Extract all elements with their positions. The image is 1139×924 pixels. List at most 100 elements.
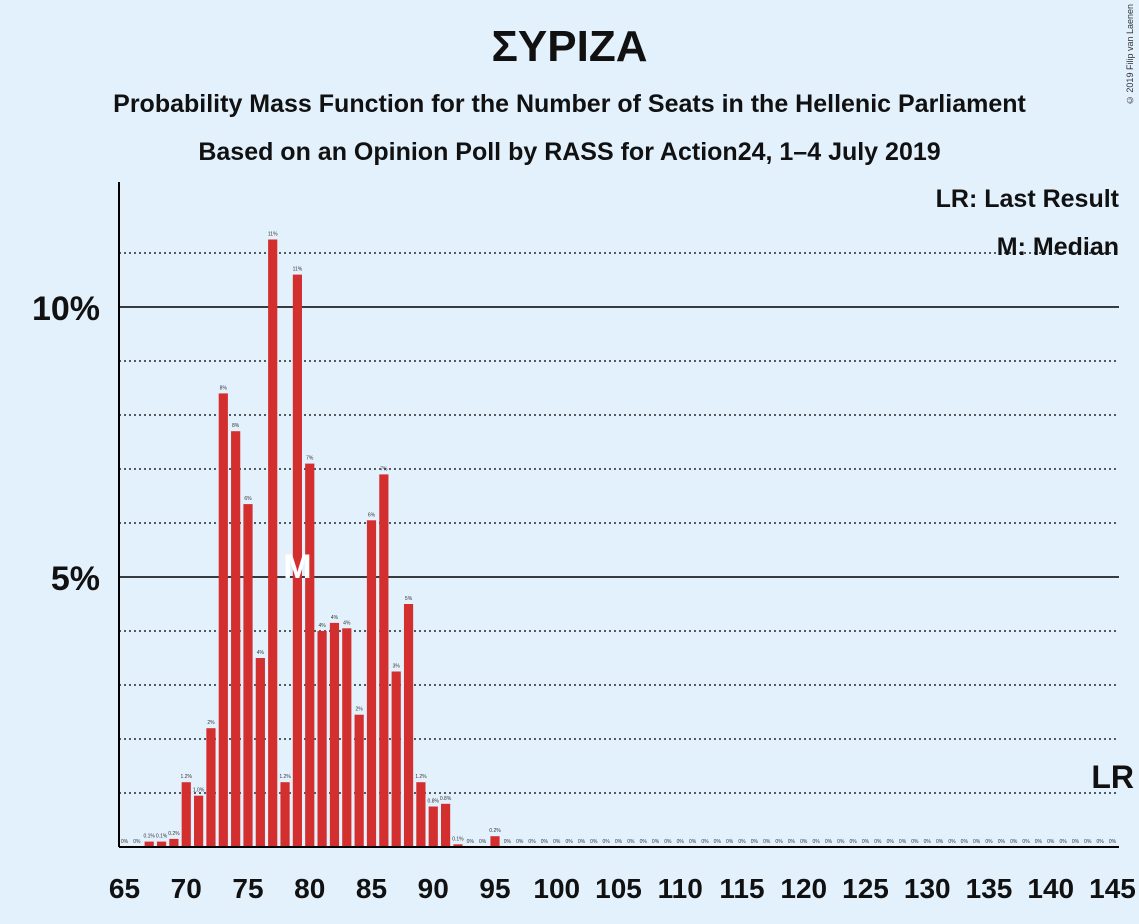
- value-label-118: 0%: [775, 839, 783, 845]
- last-result-marker: LR: [1091, 759, 1134, 795]
- value-label-142: 0%: [1072, 839, 1080, 845]
- value-label-113: 0%: [714, 839, 722, 845]
- legend-last-result: LR: Last Result: [935, 185, 1119, 213]
- value-label-141: 0%: [1059, 839, 1067, 845]
- bar-81: [317, 631, 327, 847]
- bar-74: [231, 431, 241, 847]
- value-label-79: 11%: [293, 267, 303, 273]
- x-tick-115: 115: [719, 873, 764, 904]
- value-label-108: 0%: [652, 839, 660, 845]
- value-label-82: 4%: [331, 615, 339, 621]
- value-label-138: 0%: [1022, 839, 1030, 845]
- value-label-109: 0%: [664, 839, 672, 845]
- legend-median: M: Median: [996, 233, 1119, 261]
- value-label-91: 0.8%: [440, 796, 452, 802]
- bar-89: [416, 782, 426, 847]
- value-label-117: 0%: [763, 839, 771, 845]
- value-label-122: 0%: [825, 839, 833, 845]
- value-label-76: 4%: [257, 650, 265, 656]
- x-tick-125: 125: [842, 873, 889, 904]
- value-label-93: 0%: [467, 839, 475, 845]
- bar-68: [156, 841, 167, 847]
- x-tick-65: 65: [109, 873, 140, 904]
- value-label-89: 1.2%: [415, 774, 427, 780]
- value-label-68: 0.1%: [156, 834, 168, 840]
- value-label-72: 2%: [207, 720, 215, 726]
- bar-67: [144, 841, 154, 847]
- x-tick-130: 130: [904, 873, 951, 904]
- value-label-134: 0%: [973, 839, 981, 845]
- value-label-121: 0%: [812, 839, 820, 845]
- value-label-97: 0%: [516, 839, 524, 845]
- value-label-111: 0%: [689, 839, 697, 845]
- bar-77: [268, 239, 278, 847]
- value-label-70: 1.2%: [181, 774, 193, 780]
- value-label-104: 0%: [603, 839, 611, 845]
- value-label-69: 0.2%: [168, 831, 180, 837]
- value-label-105: 0%: [615, 839, 623, 845]
- value-label-124: 0%: [850, 839, 858, 845]
- value-label-99: 0%: [541, 839, 549, 845]
- value-label-114: 0%: [726, 839, 734, 845]
- value-label-90: 0.8%: [428, 799, 440, 805]
- value-label-67: 0.1%: [143, 834, 155, 840]
- value-label-103: 0%: [590, 839, 598, 845]
- value-label-143: 0%: [1084, 839, 1092, 845]
- value-label-73: 8%: [220, 385, 228, 391]
- gridlines: [119, 252, 1119, 794]
- value-label-95: 0.2%: [489, 828, 501, 834]
- bar-90: [428, 806, 438, 847]
- value-label-85: 6%: [368, 512, 376, 518]
- y-tick-labels: 5% 10%: [32, 290, 100, 598]
- value-label-80: 7%: [306, 456, 314, 462]
- axes: [118, 182, 1119, 848]
- bar-91: [441, 803, 451, 847]
- y-tick-5: 5%: [51, 560, 100, 598]
- value-label-71: 1.0%: [193, 788, 205, 794]
- x-tick-95: 95: [479, 873, 510, 904]
- x-tick-75: 75: [232, 873, 263, 904]
- value-label-86: 7%: [380, 466, 388, 472]
- value-labels: 0% 0%0.1% 0.1% 0.2%1.2%1.0%2%8%8%6%4%11%1.2…: [121, 232, 1117, 846]
- value-label-126: 0%: [874, 839, 882, 845]
- bar-79: [292, 274, 302, 848]
- bar-72: [206, 728, 216, 847]
- value-label-75: 6%: [244, 496, 252, 502]
- value-label-87: 3%: [393, 664, 401, 670]
- bar-69: [169, 838, 179, 847]
- median-marker: M: [283, 548, 311, 586]
- value-label-125: 0%: [862, 839, 870, 845]
- value-label-100: 0%: [553, 839, 561, 845]
- bar-87: [391, 671, 401, 847]
- x-tick-145: 145: [1089, 873, 1136, 904]
- x-tick-70: 70: [171, 873, 202, 904]
- value-label-139: 0%: [1035, 839, 1043, 845]
- bar-80: [305, 463, 315, 847]
- x-tick-135: 135: [966, 873, 1013, 904]
- bar-85: [366, 520, 377, 847]
- value-label-110: 0%: [677, 839, 685, 845]
- bar-86: [379, 474, 389, 847]
- bar-70: [181, 782, 191, 847]
- value-label-131: 0%: [936, 839, 944, 845]
- bar-73: [218, 393, 228, 847]
- bar-75: [243, 504, 253, 847]
- bar-92: [453, 844, 463, 847]
- value-label-74: 8%: [232, 423, 240, 429]
- value-label-96: 0%: [504, 839, 512, 845]
- x-tick-105: 105: [595, 873, 642, 904]
- value-label-144: 0%: [1097, 839, 1105, 845]
- value-label-94: 0%: [479, 839, 487, 845]
- x-tick-90: 90: [418, 873, 449, 904]
- bar-71: [194, 795, 204, 847]
- bar-95: [490, 836, 500, 847]
- x-tick-140: 140: [1027, 873, 1074, 904]
- bar-78: [280, 782, 290, 847]
- value-label-66: 0%: [133, 839, 141, 845]
- value-label-120: 0%: [800, 839, 808, 845]
- value-label-101: 0%: [565, 839, 573, 845]
- value-label-128: 0%: [899, 839, 907, 845]
- value-label-123: 0%: [837, 839, 845, 845]
- bars: [144, 239, 500, 848]
